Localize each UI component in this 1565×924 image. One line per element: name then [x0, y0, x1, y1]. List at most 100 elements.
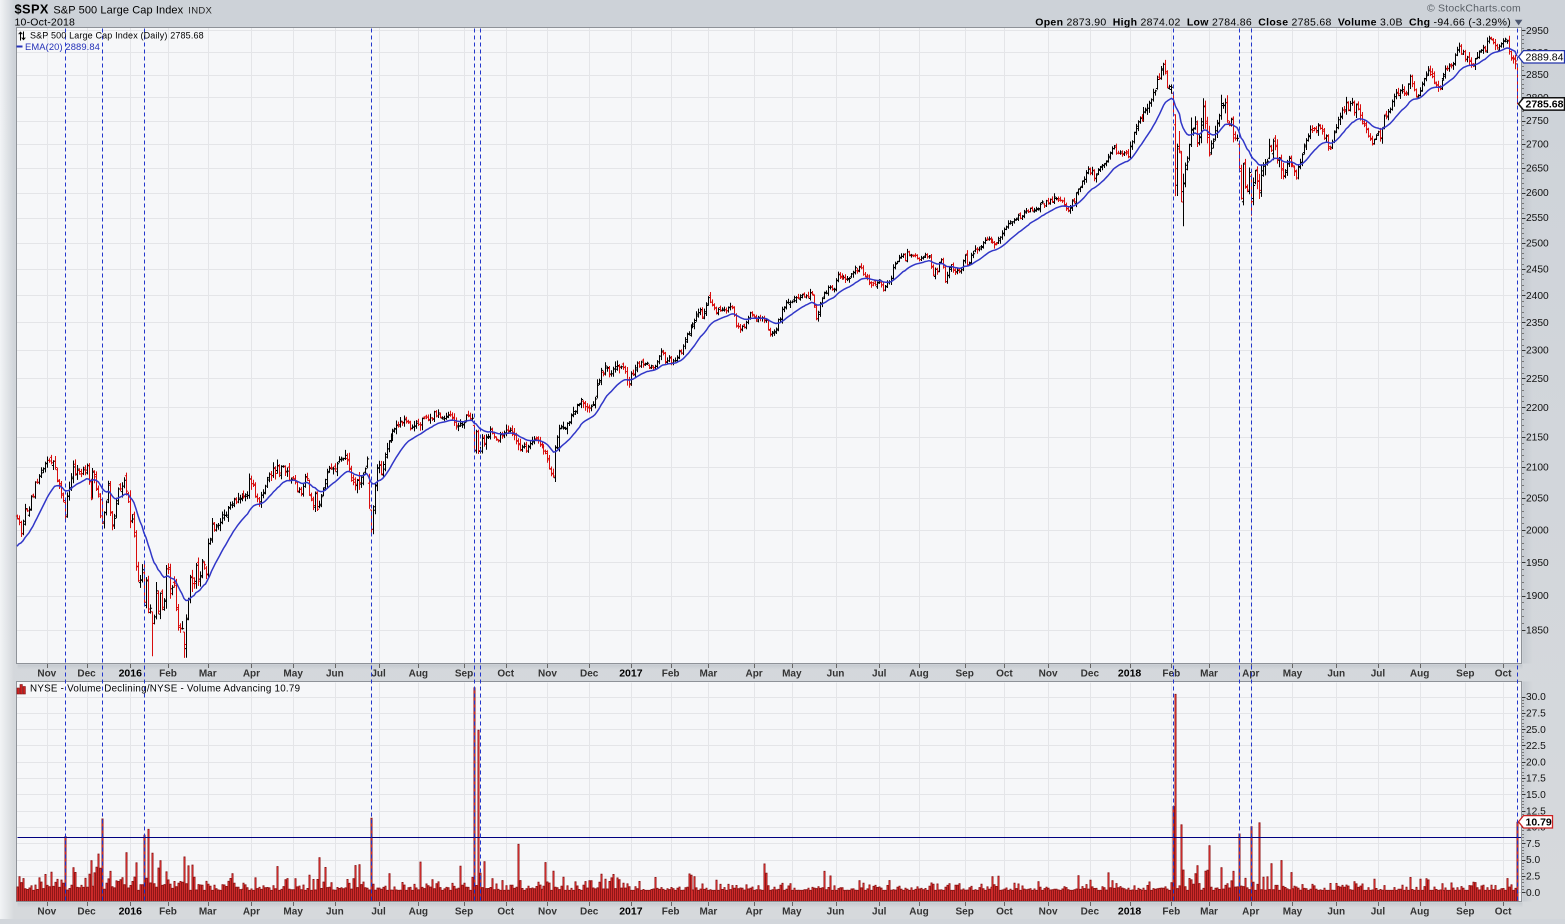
svg-text:Jul: Jul [371, 907, 386, 918]
svg-text:27.5: 27.5 [1526, 708, 1546, 719]
svg-text:2200: 2200 [1526, 403, 1549, 414]
svg-text:2300: 2300 [1526, 346, 1549, 357]
svg-text:2450: 2450 [1526, 265, 1549, 276]
svg-text:Feb: Feb [159, 669, 177, 680]
svg-text:Feb: Feb [662, 907, 680, 918]
svg-text:Mar: Mar [199, 669, 217, 680]
svg-text:Open 2873.90 High 2874.02 Low: Open 2873.90 High 2874.02 Low 2784.86 Cl… [1035, 17, 1511, 29]
svg-text:Mar: Mar [699, 907, 717, 918]
svg-text:Aug: Aug [1410, 669, 1429, 680]
svg-text:Aug: Aug [909, 907, 928, 918]
svg-text:20.0: 20.0 [1526, 757, 1546, 768]
svg-text:Dec: Dec [580, 669, 599, 680]
svg-text:Mar: Mar [699, 669, 717, 680]
svg-text:Dec: Dec [1081, 669, 1100, 680]
svg-text:2016: 2016 [119, 668, 143, 680]
svg-text:Apr: Apr [243, 907, 260, 918]
svg-text:Jul: Jul [872, 907, 887, 918]
svg-text:2000: 2000 [1526, 525, 1549, 536]
svg-text:Sep: Sep [455, 907, 473, 918]
svg-text:Feb: Feb [662, 669, 680, 680]
svg-text:Jul: Jul [1371, 669, 1386, 680]
svg-text:Apr: Apr [243, 669, 260, 680]
svg-text:Jun: Jun [1327, 669, 1345, 680]
svg-text:2018: 2018 [1118, 906, 1142, 918]
svg-text:2250: 2250 [1526, 374, 1549, 385]
svg-text:Nov: Nov [37, 669, 56, 680]
svg-text:Aug: Aug [409, 669, 428, 680]
svg-text:Nov: Nov [538, 907, 557, 918]
svg-text:Oct: Oct [1495, 669, 1512, 680]
svg-text:May: May [782, 907, 802, 918]
svg-text:Nov: Nov [1039, 669, 1058, 680]
svg-text:7.5: 7.5 [1526, 839, 1540, 850]
svg-text:Dec: Dec [1081, 907, 1100, 918]
svg-text:Aug: Aug [409, 907, 428, 918]
svg-text:Apr: Apr [745, 907, 762, 918]
svg-text:Jun: Jun [1327, 907, 1345, 918]
svg-text:Oct: Oct [497, 669, 514, 680]
svg-text:2050: 2050 [1526, 494, 1549, 505]
svg-text:Jul: Jul [872, 669, 887, 680]
svg-text:May: May [1283, 907, 1303, 918]
svg-text:Nov: Nov [538, 669, 557, 680]
svg-text:Jun: Jun [326, 669, 344, 680]
svg-text:Mar: Mar [199, 907, 217, 918]
svg-text:Feb: Feb [1162, 669, 1180, 680]
svg-text:5.0: 5.0 [1526, 855, 1540, 866]
svg-text:15.0: 15.0 [1526, 790, 1546, 801]
svg-text:Sep: Sep [956, 669, 974, 680]
svg-text:Apr: Apr [745, 669, 762, 680]
svg-text:Apr: Apr [1242, 669, 1259, 680]
svg-text:2650: 2650 [1526, 164, 1549, 175]
svg-text:2500: 2500 [1526, 239, 1549, 250]
svg-text:Jul: Jul [371, 669, 386, 680]
svg-text:Oct: Oct [497, 907, 514, 918]
svg-text:Sep: Sep [455, 669, 473, 680]
svg-text:Sep: Sep [956, 907, 974, 918]
svg-text:Feb: Feb [1162, 907, 1180, 918]
svg-text:Nov: Nov [37, 907, 56, 918]
svg-text:2850: 2850 [1526, 70, 1549, 81]
svg-text:2018: 2018 [1118, 668, 1142, 680]
svg-text:2350: 2350 [1526, 318, 1549, 329]
svg-text:2017: 2017 [619, 906, 643, 918]
svg-text:Mar: Mar [1200, 907, 1218, 918]
svg-text:May: May [283, 669, 303, 680]
svg-text:10.79: 10.79 [1526, 817, 1552, 829]
svg-text:Nov: Nov [1039, 907, 1058, 918]
svg-text:2785.68: 2785.68 [1526, 99, 1564, 111]
svg-text:10-Oct-2018: 10-Oct-2018 [15, 17, 76, 29]
svg-text:0.0: 0.0 [1526, 888, 1540, 899]
svg-text:Aug: Aug [1410, 907, 1429, 918]
svg-text:Jun: Jun [827, 907, 845, 918]
svg-text:12.5: 12.5 [1526, 806, 1546, 817]
svg-text:Sep: Sep [1456, 907, 1474, 918]
svg-text:Oct: Oct [996, 907, 1013, 918]
svg-text:30.0: 30.0 [1526, 692, 1546, 703]
svg-text:2.5: 2.5 [1526, 872, 1540, 883]
svg-text:Aug: Aug [909, 669, 928, 680]
svg-text:Jul: Jul [1371, 907, 1386, 918]
svg-text:2950: 2950 [1526, 26, 1549, 37]
svg-text:1950: 1950 [1526, 558, 1549, 569]
svg-text:Apr: Apr [1242, 907, 1259, 918]
svg-text:Dec: Dec [77, 669, 96, 680]
svg-text:2016: 2016 [119, 906, 143, 918]
svg-text:NYSE - Volume Declining/NYSE -: NYSE - Volume Declining/NYSE - Volume Ad… [30, 684, 300, 695]
svg-text:Sep: Sep [1456, 669, 1474, 680]
svg-text:Dec: Dec [77, 907, 96, 918]
svg-text:© StockCharts.com: © StockCharts.com [1427, 3, 1521, 15]
svg-text:EMA(20) 2889.84: EMA(20) 2889.84 [25, 41, 100, 52]
svg-text:Mar: Mar [1200, 669, 1218, 680]
svg-text:Oct: Oct [1495, 907, 1512, 918]
svg-text:Dec: Dec [580, 907, 599, 918]
svg-text:2889.84: 2889.84 [1526, 52, 1564, 64]
svg-text:2100: 2100 [1526, 463, 1549, 474]
svg-text:2700: 2700 [1526, 140, 1549, 151]
svg-text:2600: 2600 [1526, 188, 1549, 199]
svg-text:Jun: Jun [827, 669, 845, 680]
svg-text:Jun: Jun [326, 907, 344, 918]
svg-text:2550: 2550 [1526, 213, 1549, 224]
